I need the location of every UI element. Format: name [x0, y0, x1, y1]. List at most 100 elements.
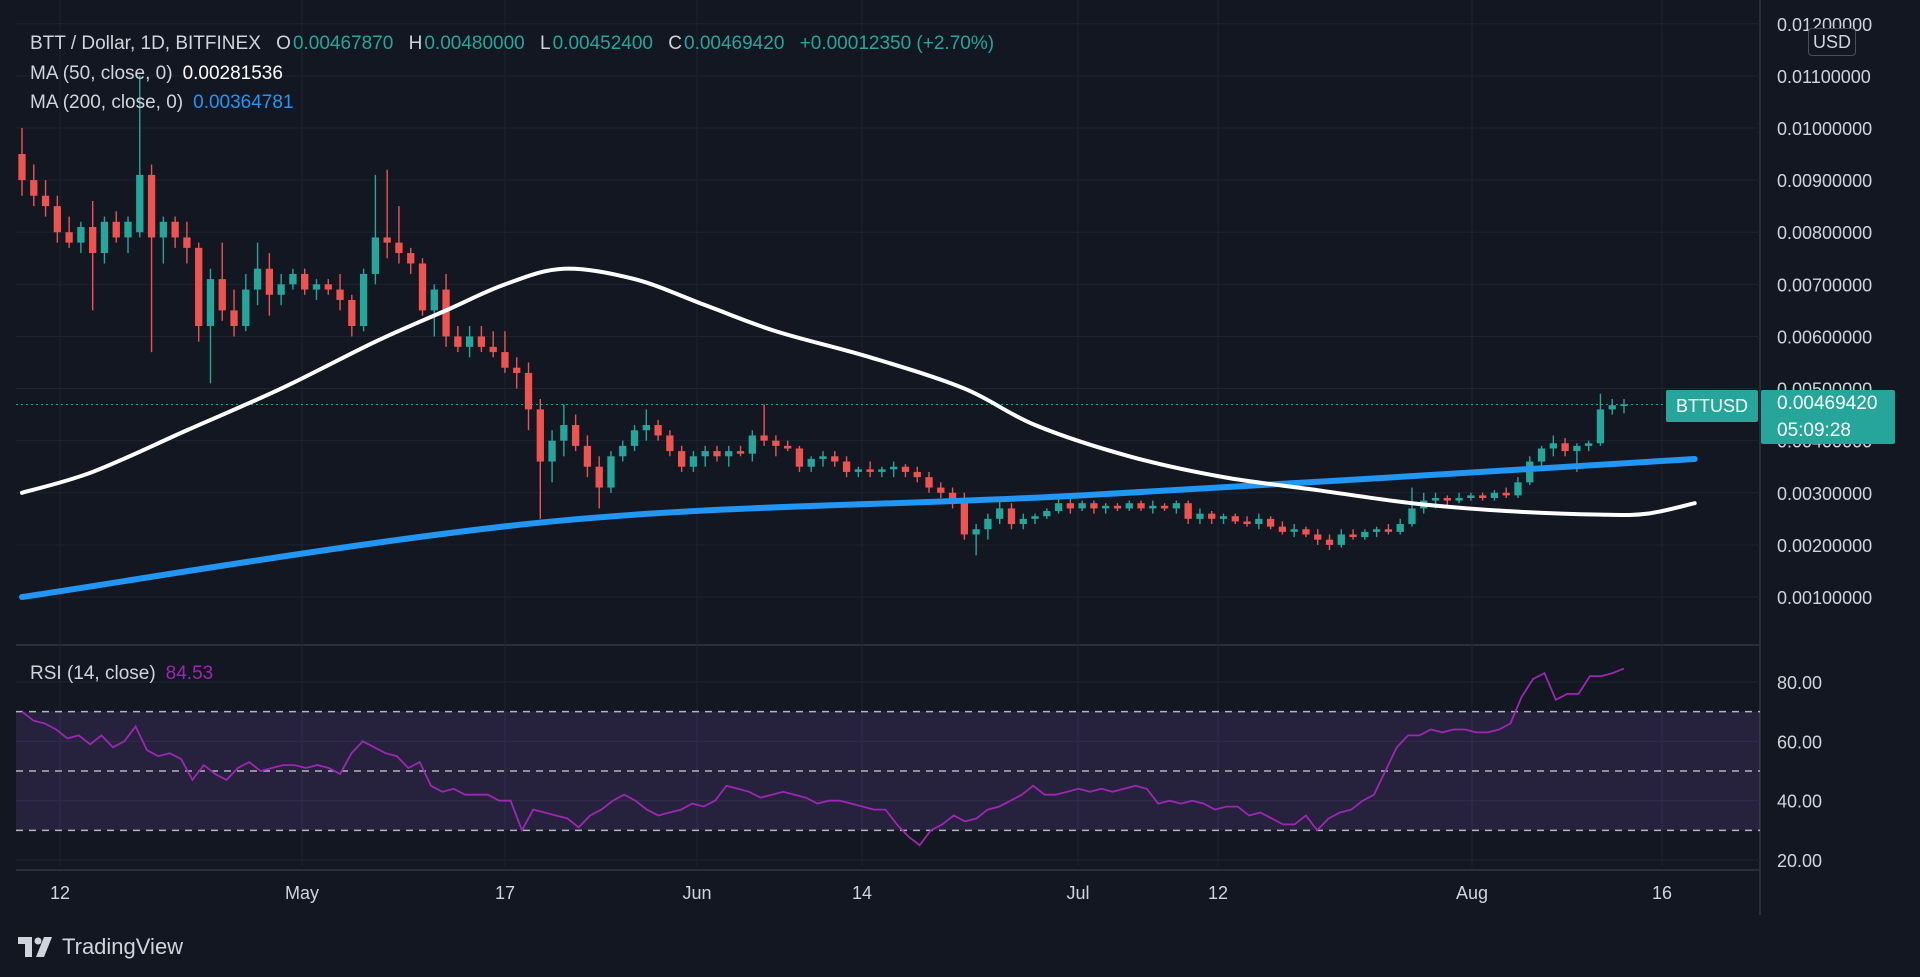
candle-body: [713, 451, 721, 457]
candle: [524, 362, 533, 431]
candle-body: [925, 477, 933, 488]
candle-body: [359, 273, 368, 327]
candle-body: [1196, 513, 1204, 519]
candle-body: [607, 456, 615, 488]
candle-body: [595, 466, 603, 488]
candle: [1066, 497, 1075, 514]
candle-body: [1172, 503, 1181, 509]
candle: [218, 242, 226, 321]
brand-name: TradingView: [62, 934, 184, 959]
price-tick-label: 0.01100000: [1777, 67, 1871, 87]
price-tick-label: 0.00800000: [1777, 223, 1872, 243]
currency-button[interactable]: USD: [1808, 28, 1856, 56]
candle: [1325, 534, 1334, 551]
candle-body: [513, 367, 521, 373]
candle: [159, 216, 168, 264]
candle: [1278, 521, 1287, 535]
price-tick-label: 0.00300000: [1777, 484, 1872, 504]
symbol-label[interactable]: BTT / Dollar, 1D, BITFINEX: [30, 33, 261, 54]
candle: [1372, 526, 1381, 538]
candle-body: [159, 221, 168, 238]
candle-body: [112, 221, 120, 238]
candle: [277, 273, 285, 306]
candle: [807, 456, 815, 472]
candle: [536, 398, 544, 519]
candle: [772, 435, 780, 457]
candle: [1078, 500, 1086, 512]
candle: [1043, 508, 1051, 519]
candle-body: [253, 268, 262, 290]
time-tick-label: Aug: [1456, 883, 1488, 903]
candle-body: [1325, 539, 1334, 545]
candle: [336, 273, 344, 311]
tradingview-logo[interactable]: TradingView: [18, 934, 183, 960]
candle: [784, 440, 792, 452]
candle: [1160, 503, 1169, 512]
candle-body: [1561, 443, 1569, 452]
candle: [183, 221, 191, 264]
price-tick-label: 0.00900000: [1777, 171, 1872, 191]
candle-body: [1372, 529, 1381, 532]
candle: [548, 430, 556, 483]
candle-body: [937, 487, 945, 493]
candle: [1243, 516, 1251, 527]
candle: [583, 435, 592, 478]
candle: [595, 456, 603, 509]
change-value: +0.00012350 (+2.70%): [799, 33, 995, 54]
candlestick-series: [18, 75, 1628, 556]
candle: [1549, 435, 1557, 457]
candle-body: [18, 154, 26, 181]
candle-body: [1184, 503, 1192, 519]
candle-body: [1443, 497, 1451, 501]
rsi-legend[interactable]: RSI (14, close) 84.53: [30, 664, 215, 683]
close-key: C: [668, 33, 682, 54]
ma50-label: MA (50, close, 0): [30, 63, 173, 84]
candle: [689, 451, 698, 472]
candle-body: [301, 273, 309, 290]
price-tick-label: 0.00700000: [1777, 275, 1872, 295]
candle: [1184, 500, 1192, 525]
candle-body: [784, 445, 792, 449]
candle-body: [1573, 445, 1581, 452]
candle: [654, 419, 662, 441]
candle-body: [1066, 503, 1075, 509]
candle-body: [1078, 503, 1086, 509]
candle-body: [124, 221, 132, 238]
candle: [1608, 398, 1616, 415]
candle: [607, 451, 615, 493]
ma50-value: 0.00281536: [182, 63, 283, 84]
candle-body: [1160, 505, 1169, 509]
rsi-value: 84.53: [165, 663, 214, 684]
candle: [925, 471, 933, 493]
candle: [1478, 492, 1487, 501]
candle: [1314, 529, 1322, 545]
candle-body: [53, 206, 61, 233]
candle: [77, 221, 85, 254]
time-tick-label: 14: [852, 883, 872, 903]
candle-body: [1431, 497, 1440, 501]
ma50-legend[interactable]: MA (50, close, 0) 0.00281536: [30, 64, 285, 83]
last-price-value: 0.00469420: [1777, 393, 1878, 414]
candle: [324, 279, 332, 295]
candle-body: [536, 409, 544, 462]
candle: [736, 445, 745, 457]
candle-body: [1349, 534, 1357, 538]
ma200-legend[interactable]: MA (200, close, 0) 0.00364781: [30, 93, 296, 112]
candle: [1585, 440, 1593, 452]
candle-body: [1302, 529, 1310, 535]
moving-average-lines: [19, 266, 1698, 600]
candle: [454, 326, 462, 353]
rsi-tick-label: 80.00: [1777, 673, 1822, 693]
candle: [371, 174, 380, 285]
candle: [289, 268, 297, 290]
candle-body: [1290, 529, 1298, 532]
candle-body: [1490, 492, 1499, 498]
candle: [1561, 438, 1569, 457]
candle-body: [383, 237, 391, 243]
candle-body: [972, 529, 980, 535]
candle: [100, 216, 109, 264]
candle: [395, 206, 403, 264]
bar-countdown: 05:09:28: [1777, 420, 1851, 441]
